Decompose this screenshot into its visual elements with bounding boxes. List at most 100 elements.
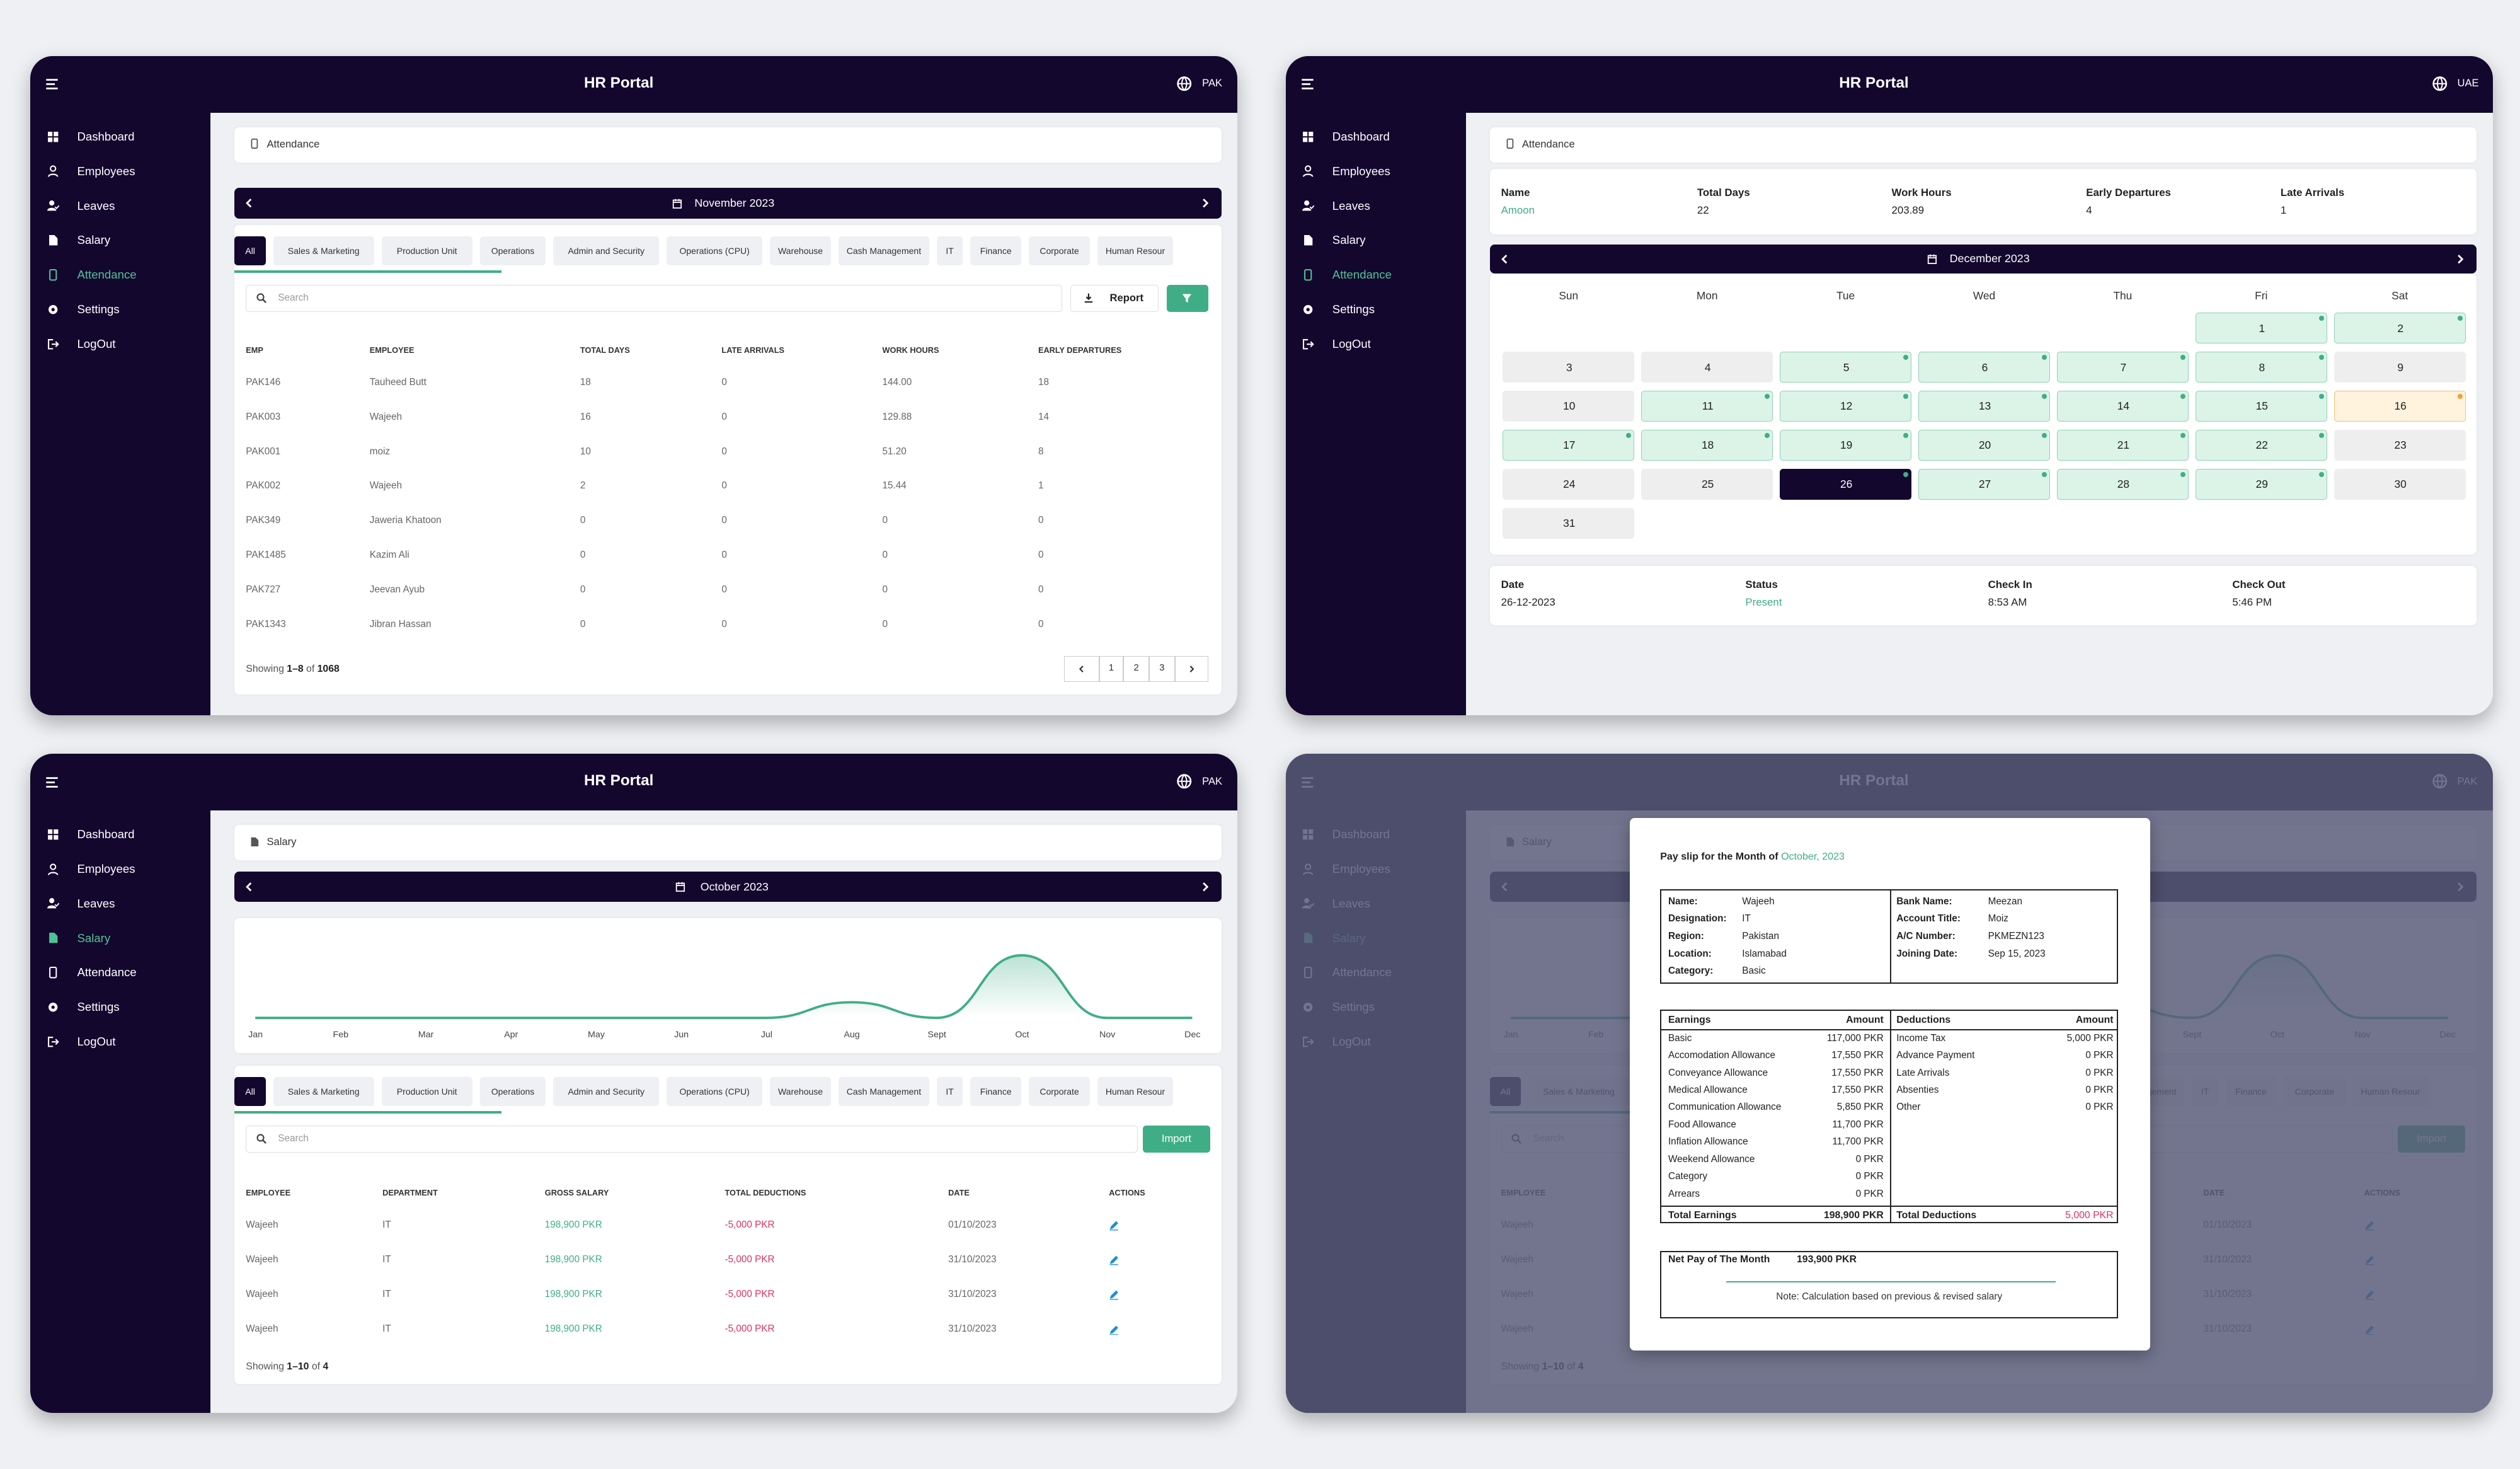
menu-item[interactable] [40,331,201,357]
calendar-day[interactable]: 18 [1641,430,1773,461]
menu-item[interactable] [40,856,201,882]
calendar-day[interactable]: 9 [2334,352,2466,383]
calendar-day[interactable]: 1 [2195,313,2327,343]
calendar-day[interactable]: 14 [2056,391,2189,422]
calendar-day[interactable]: 26 [1779,469,1912,500]
tab[interactable]: Finance [970,236,1022,265]
search-input[interactable] [246,1125,1138,1153]
menu-item[interactable] [1295,262,1456,288]
calendar-day[interactable]: 11 [1641,391,1773,422]
tab[interactable]: IT [936,1077,963,1107]
prev-month[interactable] [243,880,255,893]
tab[interactable]: Corporate [1029,1077,1090,1107]
calendar-day[interactable]: 13 [1918,391,2051,422]
next-month[interactable] [1199,197,1211,209]
edit-action[interactable] [1109,1220,1120,1231]
edit-action[interactable] [1109,1289,1120,1300]
report-button[interactable] [1070,284,1159,312]
calendar-day[interactable]: 27 [1918,469,2051,500]
menu-item[interactable] [40,158,201,184]
menu-item[interactable] [1295,297,1456,323]
next-month[interactable] [2454,253,2466,265]
app-window: HR PortalPAKDashboardEmployeesLeavesSala… [1285,754,2493,1414]
tab[interactable]: Production Unit [381,236,472,265]
calendar-day[interactable]: 12 [1779,391,1912,422]
tab[interactable]: Human Resour [1097,1077,1174,1107]
menu-item[interactable] [40,960,201,986]
calendar-day[interactable]: 10 [1503,391,1635,422]
page-button[interactable] [1063,655,1099,682]
calendar-day[interactable]: 15 [2195,391,2327,422]
menu-item[interactable] [1295,193,1456,219]
tab[interactable]: Warehouse [770,236,831,265]
tab[interactable]: Operations [479,236,546,265]
tab[interactable]: IT [936,236,963,265]
calendar-day[interactable]: 8 [2195,352,2327,383]
calendar-day[interactable]: 24 [1503,469,1635,500]
search-input[interactable] [246,284,1063,312]
prev-month[interactable] [243,197,255,209]
calendar-day[interactable]: 21 [2056,430,2189,461]
tab[interactable]: Admin and Security [553,1077,660,1107]
tab[interactable]: All [234,236,266,265]
menu-toggle-icon[interactable] [1300,77,1315,91]
menu-item[interactable] [1295,331,1456,357]
tab[interactable]: Operations (CPU) [667,236,763,265]
calendar-day[interactable]: 17 [1503,430,1635,461]
menu-item[interactable] [40,925,201,951]
menu-item[interactable] [40,994,201,1020]
page-button[interactable] [1123,655,1149,682]
calendar-day[interactable]: 25 [1641,469,1773,500]
calendar-day[interactable]: 5 [1779,352,1912,383]
calendar-day[interactable]: 22 [2195,430,2327,461]
calendar-day[interactable]: 6 [1918,352,2051,383]
tab[interactable]: Warehouse [770,1077,831,1107]
edit-action[interactable] [1109,1255,1120,1265]
tab[interactable]: Cash Management [838,1077,929,1107]
menu-item[interactable] [40,297,201,323]
calendar-day[interactable]: 2 [2334,313,2466,343]
menu-item[interactable] [1295,124,1456,149]
calendar-day[interactable]: 23 [2334,430,2466,461]
next-month[interactable] [1199,880,1211,893]
calendar-day[interactable]: 3 [1503,352,1635,383]
prev-month[interactable] [1498,253,1511,265]
menu-item[interactable] [40,193,201,219]
tab[interactable]: Corporate [1029,236,1090,265]
tab[interactable]: Operations (CPU) [667,1077,763,1107]
page-button[interactable] [1148,655,1175,682]
menu-item[interactable] [40,822,201,848]
edit-action[interactable] [1109,1325,1120,1335]
calendar-day[interactable]: 29 [2195,469,2327,500]
menu-toggle-icon[interactable] [45,77,59,91]
calendar-day[interactable]: 28 [2056,469,2189,500]
menu-item[interactable] [40,228,201,253]
tab[interactable]: Human Resour [1097,236,1174,265]
tab[interactable]: Operations [479,1077,546,1107]
calendar-day[interactable]: 4 [1641,352,1773,383]
page-button[interactable] [1099,655,1124,682]
calendar-day[interactable]: 19 [1779,430,1912,461]
tab[interactable]: Sales & Marketing [273,1077,374,1107]
tab[interactable]: All [234,1077,266,1107]
page-button[interactable] [1174,655,1209,682]
tab[interactable]: Admin and Security [553,236,660,265]
calendar-day[interactable]: 31 [1503,508,1635,539]
import-button[interactable] [1142,1125,1210,1153]
tab[interactable]: Cash Management [838,236,929,265]
calendar-day[interactable]: 30 [2334,469,2466,500]
menu-toggle-icon[interactable] [45,775,59,790]
tab[interactable]: Production Unit [381,1077,472,1107]
calendar-day[interactable]: 7 [2056,352,2189,383]
tab[interactable]: Finance [970,1077,1022,1107]
menu-item[interactable] [1295,158,1456,184]
calendar-day[interactable]: 20 [1918,430,2051,461]
menu-item[interactable] [1295,228,1456,253]
calendar-day[interactable]: 16 [2334,391,2466,422]
menu-item[interactable] [40,1029,201,1055]
menu-item[interactable] [40,262,201,288]
menu-item[interactable] [40,124,201,149]
tab[interactable]: Sales & Marketing [273,236,374,265]
menu-item[interactable] [40,890,201,916]
